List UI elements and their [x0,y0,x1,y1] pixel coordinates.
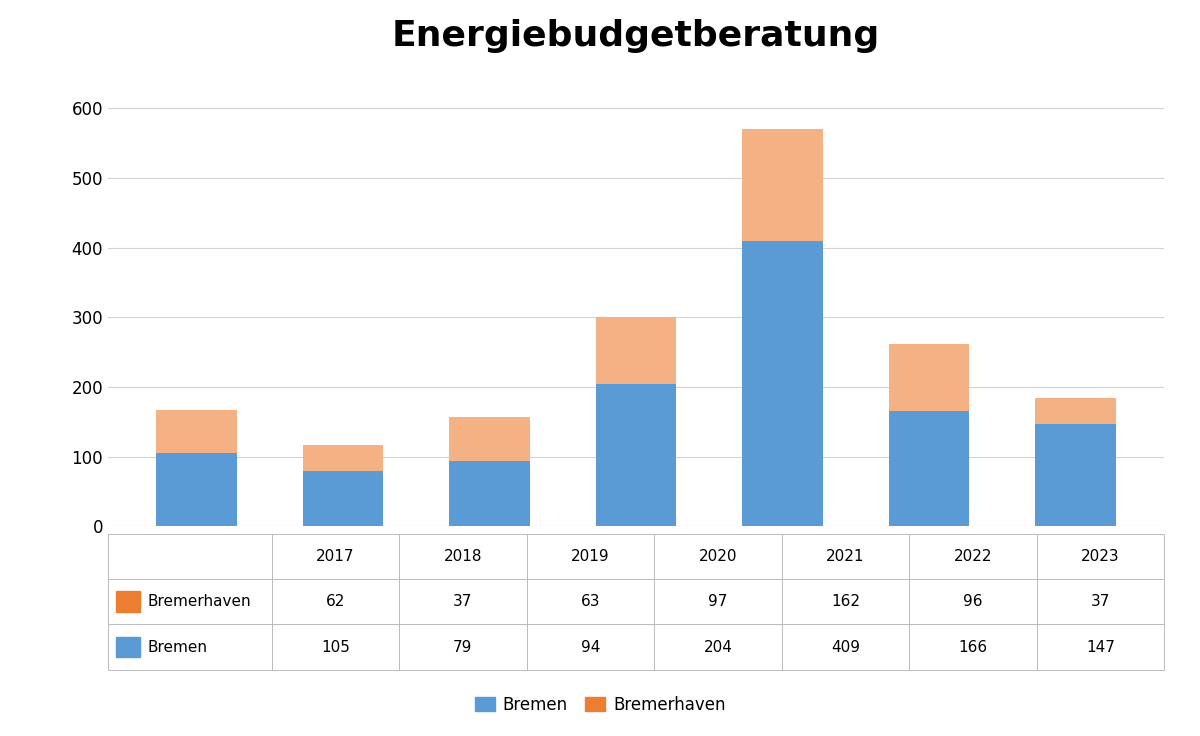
Text: 2021: 2021 [826,549,864,564]
Bar [271,579,400,624]
Text: 2023: 2023 [1081,549,1120,564]
Text: 162: 162 [830,594,860,609]
Bar [595,384,677,526]
Bar [654,534,781,579]
Text: 96: 96 [964,594,983,609]
Bar [527,534,654,579]
Bar [1037,579,1164,624]
Bar [400,624,527,670]
Bar [1036,424,1116,526]
Text: Bremen: Bremen [148,640,208,654]
Bar [654,624,781,670]
Bar [781,534,910,579]
Bar [527,579,654,624]
Text: 94: 94 [581,640,600,654]
Text: 79: 79 [454,640,473,654]
Text: 105: 105 [320,640,350,654]
Bar [743,241,823,526]
Bar [654,579,781,624]
Legend: Bremen, Bremerhaven: Bremen, Bremerhaven [468,689,732,721]
Text: 204: 204 [703,640,732,654]
Text: 2022: 2022 [954,549,992,564]
Bar [527,624,654,670]
Bar [400,534,527,579]
Text: 37: 37 [1091,594,1110,609]
Bar [595,316,677,384]
Bar [910,534,1037,579]
Bar [910,579,1037,624]
Text: 409: 409 [830,640,860,654]
Bar [449,461,529,526]
Text: 2018: 2018 [444,549,482,564]
Bar [108,579,271,624]
Bar [156,410,236,453]
Bar [1037,534,1164,579]
Text: 166: 166 [959,640,988,654]
Text: 63: 63 [581,594,600,609]
Bar [910,624,1037,670]
Bar [108,624,271,670]
Text: 2019: 2019 [571,549,610,564]
Bar [156,453,236,526]
Bar [302,445,383,471]
Bar [449,417,529,461]
Bar [108,534,271,579]
Bar [1036,398,1116,424]
Bar [116,637,139,657]
Bar [116,592,139,612]
Bar [889,411,970,526]
Text: 147: 147 [1086,640,1115,654]
Bar [271,534,400,579]
Bar [781,579,910,624]
Bar [302,471,383,526]
Text: 2017: 2017 [316,549,355,564]
Bar [743,129,823,241]
Bar [1037,624,1164,670]
Text: 2020: 2020 [698,549,737,564]
Text: 97: 97 [708,594,727,609]
Bar [400,579,527,624]
Bar [271,624,400,670]
Text: 62: 62 [325,594,346,609]
Title: Energiebudgetberatung: Energiebudgetberatung [392,19,880,53]
Bar [781,624,910,670]
Text: Bremerhaven: Bremerhaven [148,594,251,609]
Text: 37: 37 [454,594,473,609]
Bar [889,344,970,411]
